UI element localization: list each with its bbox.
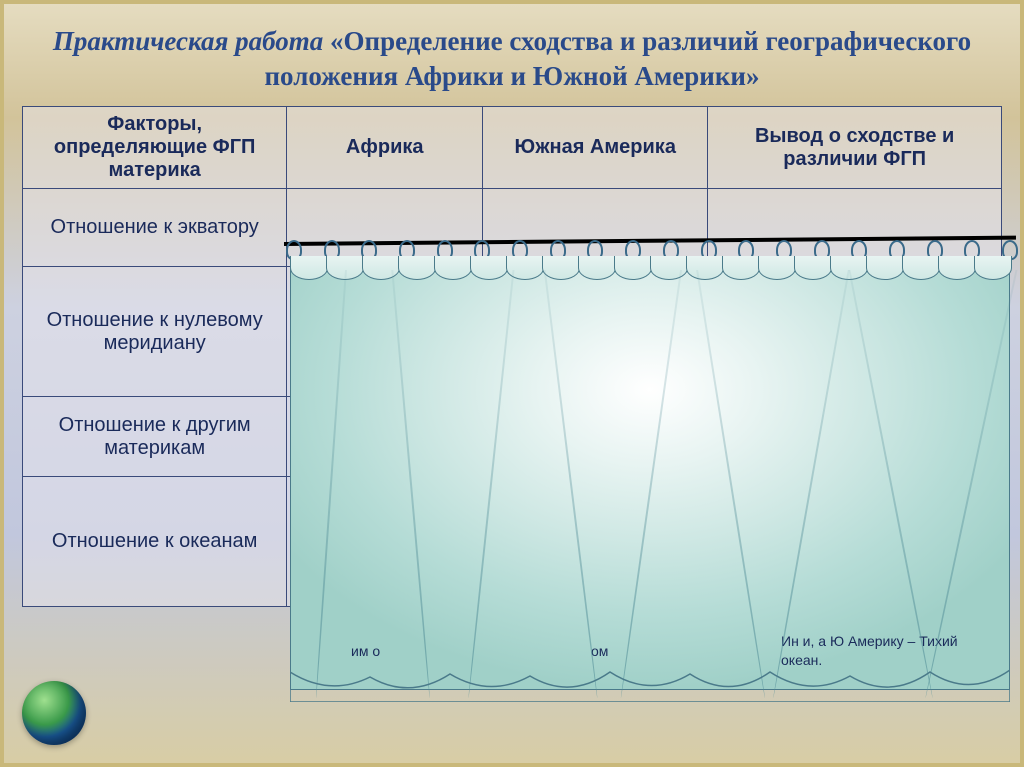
cell [483, 267, 708, 397]
cell [483, 189, 708, 267]
cell [708, 397, 1002, 477]
cell [287, 267, 483, 397]
peek-text: им о [351, 643, 380, 659]
header-africa: Африка [287, 107, 483, 189]
table-row: Отношение к другим материкам [23, 397, 1002, 477]
row-label-oceans: Отношение к океанам [23, 477, 287, 607]
header-factors: Факторы, определяющие ФГП материка [23, 107, 287, 189]
peek-text: ом [591, 643, 608, 659]
cell [483, 477, 708, 607]
globe-icon [22, 681, 86, 745]
header-conclusion: Вывод о сходстве и различии ФГП [708, 107, 1002, 189]
title-prefix: Практическая работа [53, 26, 323, 56]
table-header-row: Факторы, определяющие ФГП материка Африк… [23, 107, 1002, 189]
row-label-continents: Отношение к другим материкам [23, 397, 287, 477]
slide-frame: Практическая работа «Определение сходств… [0, 0, 1024, 767]
curtain-ring [1002, 240, 1018, 260]
title-main: «Определение сходства и различий географ… [265, 26, 972, 91]
curtain-bottom-wave [290, 662, 1010, 702]
cell [708, 267, 1002, 397]
cell [287, 189, 483, 267]
peek-text: Ин и, а Ю Америку – Тихий океан. [781, 632, 1001, 671]
header-south-america: Южная Америка [483, 107, 708, 189]
row-label-equator: Отношение к экватору [23, 189, 287, 267]
cell [483, 397, 708, 477]
cell [708, 189, 1002, 267]
row-label-meridian: Отношение к нулевому меридиану [23, 267, 287, 397]
cell [287, 397, 483, 477]
table-row: Отношение к нулевому меридиану [23, 267, 1002, 397]
table-row: Отношение к океанам [23, 477, 1002, 607]
slide-title: Практическая работа «Определение сходств… [22, 24, 1002, 94]
comparison-table: Факторы, определяющие ФГП материка Африк… [22, 106, 1002, 607]
cell [287, 477, 483, 607]
table-row: Отношение к экватору [23, 189, 1002, 267]
cell [708, 477, 1002, 607]
